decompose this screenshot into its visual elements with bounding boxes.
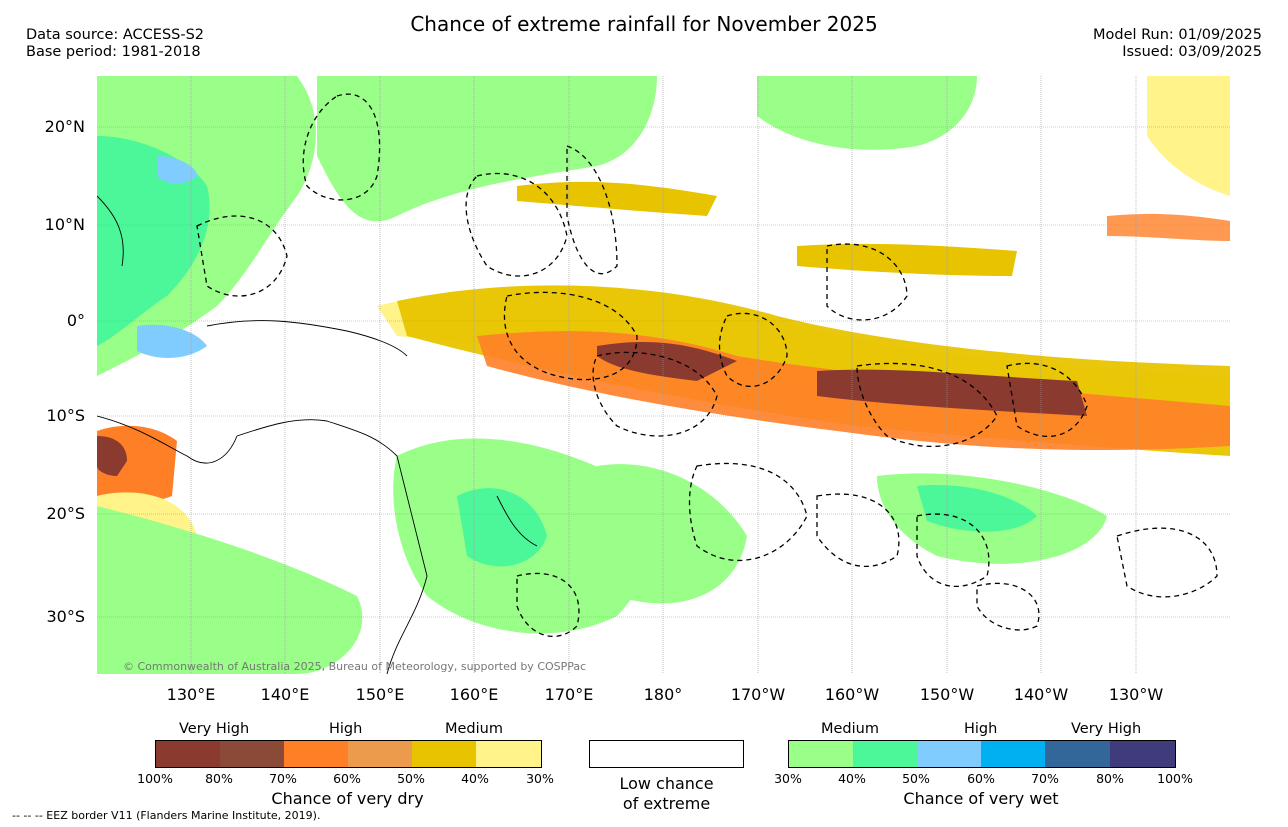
wet-tick-100: 100% [1157,771,1193,786]
lon-label-160e: 160°E [449,685,499,704]
lon-label-160w: 160°W [824,685,880,704]
low-chance-swatch [589,740,744,768]
lon-label-140e: 140°E [260,685,310,704]
copyright-notice: © Commonwealth of Australia 2025, Bureau… [123,660,587,673]
lon-label-180: 180° [643,685,683,704]
wet-tick-40: 40% [838,771,866,786]
lon-label-130w: 130°W [1108,685,1164,704]
wet-tick-70: 70% [1031,771,1059,786]
lon-label-170w: 170°W [730,685,786,704]
wet-tick-30: 30% [774,771,802,786]
lon-label-170e: 170°E [544,685,594,704]
lon-label-150e: 150°E [355,685,405,704]
wet-swatch-2 [853,741,917,767]
wet-category-very-high: Very High [1071,721,1142,737]
wet-tick-60: 60% [967,771,995,786]
wet-swatch-1 [789,741,853,767]
wet-swatch-4 [981,741,1045,767]
low-chance-line2: of extreme [622,794,711,813]
dry-swatch-3 [284,741,348,767]
lon-label-150w: 150°W [919,685,975,704]
coastlines [97,195,538,674]
lon-label-130e: 130°E [166,685,216,704]
lat-label-20n: 20°N [44,117,85,136]
wet-tick-50: 50% [902,771,930,786]
low-chance-label: Low chance of extreme [589,774,744,814]
lat-label-10n: 10°N [44,215,85,234]
wet-colorbar [788,740,1176,768]
map-grid [97,76,1230,674]
dry-swatch-5 [412,741,476,767]
dry-swatch-4 [348,741,412,767]
wet-swatch-6 [1110,741,1175,767]
wet-category-medium: Medium [821,721,879,737]
dry-tick-30: 30% [526,771,554,786]
eez-note: -- -- -- EEZ border V11 (Flanders Marine… [12,809,321,822]
dry-anomaly-shading [97,76,1230,566]
dry-legend-title: Chance of very dry [271,789,424,808]
dry-colorbar [155,740,542,768]
dry-category-high: High [329,721,363,737]
lat-label-20s: 20°S [46,504,85,523]
lat-label-30s: 30°S [46,607,85,626]
base-period: Base period: 1981-2018 [26,44,201,60]
map-title: Chance of extreme rainfall for November … [410,12,878,36]
lat-label-10s: 10°S [46,406,85,425]
dry-tick-50: 50% [397,771,425,786]
dry-tick-60: 60% [333,771,361,786]
wet-anomaly-shading [97,76,1107,674]
dry-tick-100: 100% [137,771,173,786]
issued-date: Issued: 03/09/2025 [1122,44,1262,60]
dry-category-medium: Medium [445,721,503,737]
dry-swatch-6 [476,741,541,767]
dry-tick-40: 40% [461,771,489,786]
dry-swatch-1 [156,741,220,767]
dry-tick-80: 80% [205,771,233,786]
wet-swatch-3 [917,741,981,767]
data-source: Data source: ACCESS-S2 [26,27,205,43]
lat-label-0: 0° [66,311,85,330]
dry-swatch-2 [220,741,284,767]
wet-legend-title: Chance of very wet [903,789,1059,808]
wet-swatch-5 [1045,741,1110,767]
rainfall-map [97,76,1230,674]
wet-category-high: High [964,721,998,737]
wet-tick-80: 80% [1096,771,1124,786]
map-canvas [97,76,1230,674]
model-run: Model Run: 01/09/2025 [1092,27,1262,43]
dry-tick-70: 70% [269,771,297,786]
dry-category-very-high: Very High [179,721,250,737]
lon-label-140w: 140°W [1013,685,1069,704]
eez-borders [196,93,1218,637]
low-chance-line1: Low chance [619,774,714,793]
